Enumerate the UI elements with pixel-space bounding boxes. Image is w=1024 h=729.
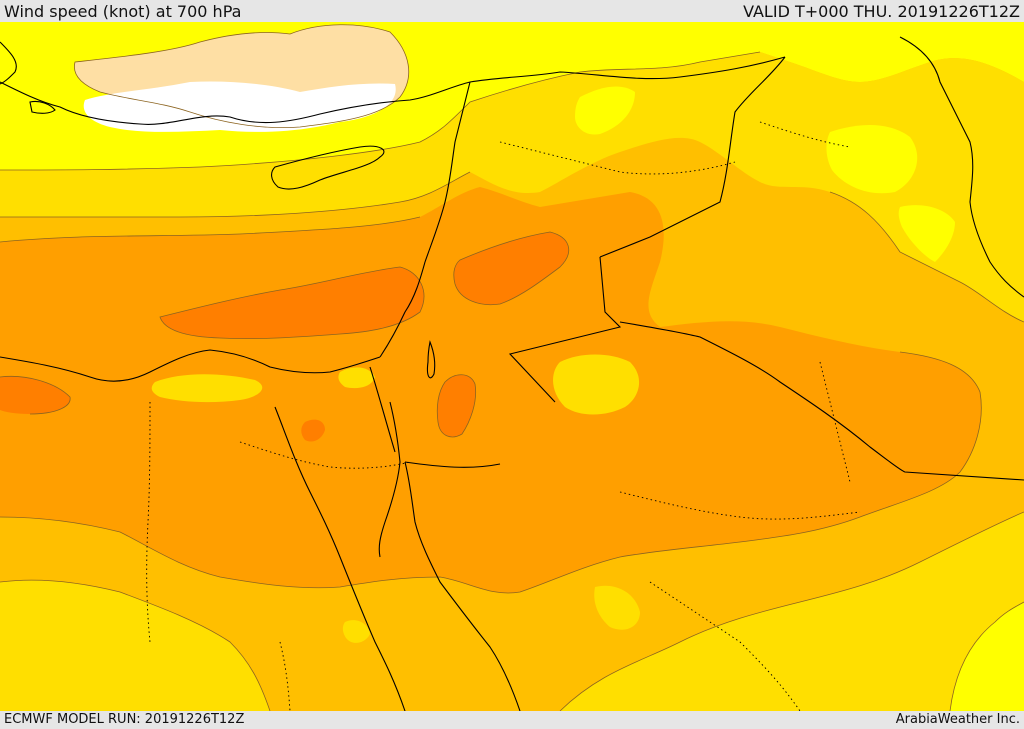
map-svg bbox=[0, 22, 1024, 711]
admin-border-7 bbox=[279, 641, 291, 711]
coast-cyprus bbox=[271, 145, 385, 190]
gold-blob-north-sudan bbox=[342, 620, 370, 643]
contour-line-4 bbox=[0, 351, 982, 594]
coast-levant bbox=[379, 81, 471, 358]
gold-blob-delta bbox=[151, 374, 263, 403]
dark-orange-streak-west bbox=[160, 267, 424, 339]
contour-line-6 bbox=[829, 191, 1024, 323]
border-egypt-sudan bbox=[369, 366, 396, 453]
contour-line-10 bbox=[0, 376, 71, 415]
admin-border-5 bbox=[819, 361, 851, 483]
gold-blob-red-sea bbox=[594, 585, 640, 630]
yellow-patch-lake bbox=[898, 205, 955, 262]
map-footer: ECMWF MODEL RUN: 20191226T12Z ArabiaWeat… bbox=[0, 711, 1024, 729]
contour-line-9 bbox=[436, 374, 477, 438]
yellow-corner-southeast bbox=[950, 602, 1024, 711]
dark-orange-patch-sinai bbox=[301, 419, 325, 442]
coast-dead-sea bbox=[426, 340, 436, 379]
admin-borders bbox=[146, 121, 861, 711]
admin-border-3 bbox=[146, 401, 151, 643]
admin-border-2 bbox=[619, 491, 861, 520]
admin-border-1 bbox=[499, 141, 736, 175]
dark-orange-patch-jordan bbox=[437, 374, 476, 437]
border-turkey-syria bbox=[469, 56, 786, 83]
border-jordan-east bbox=[508, 256, 622, 403]
valid-time: VALID T+000 THU. 20191226T12Z bbox=[743, 2, 1020, 21]
contour-line-13 bbox=[949, 601, 1024, 711]
contour-lines bbox=[0, 24, 1024, 711]
admin-border-6 bbox=[649, 581, 801, 711]
contour-line-2 bbox=[0, 171, 471, 218]
gold-patch-southwest bbox=[0, 580, 270, 711]
coast-crete bbox=[29, 100, 56, 114]
contour-line-7 bbox=[159, 266, 425, 340]
gold-blob-sinai bbox=[338, 367, 375, 389]
coastlines bbox=[0, 36, 1024, 711]
gold-band-south bbox=[560, 512, 1024, 711]
credit-label: ArabiaWeather Inc. bbox=[895, 712, 1020, 727]
contour-line-12 bbox=[73, 24, 409, 128]
coast-egypt-north bbox=[0, 349, 381, 382]
coast-turkey-south bbox=[0, 81, 471, 125]
admin-border-8 bbox=[759, 121, 851, 148]
border-iraq-saudi bbox=[619, 321, 1024, 481]
wind-speed-map bbox=[0, 22, 1024, 711]
contour-line-1 bbox=[0, 51, 761, 171]
model-run-label: ECMWF MODEL RUN: 20191226T12Z bbox=[4, 712, 245, 727]
yellow-patch-syria bbox=[575, 86, 635, 135]
coast-aqaba bbox=[404, 461, 521, 711]
contour-line-8 bbox=[453, 231, 570, 306]
yellow-patch-iraq bbox=[826, 125, 918, 194]
contour-line-11 bbox=[0, 579, 271, 711]
coast-sinai-east bbox=[378, 401, 401, 558]
gold-band bbox=[0, 52, 1024, 322]
dark-orange-patch-syria bbox=[453, 232, 569, 305]
border-iraq-iran bbox=[899, 36, 1024, 298]
dark-orange-patch-far-west bbox=[0, 376, 71, 414]
coast-gulf-of-suez bbox=[274, 406, 406, 711]
map-title: Wind speed (knot) at 700 hPa bbox=[4, 2, 242, 21]
contour-line-3 bbox=[0, 216, 421, 243]
map-header: Wind speed (knot) at 700 hPa VALID T+000… bbox=[0, 0, 1024, 22]
border-syria-iraq bbox=[599, 56, 786, 258]
coast-aegean bbox=[0, 41, 17, 85]
border-jordan-saudi bbox=[404, 461, 501, 468]
contour-line-5 bbox=[559, 511, 1024, 711]
white-core-turkey bbox=[83, 81, 396, 132]
gold-blob-saudi bbox=[553, 354, 640, 415]
orange-band bbox=[0, 187, 982, 594]
